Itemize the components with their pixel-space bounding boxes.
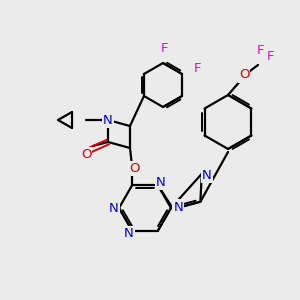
Text: F: F [161, 43, 169, 56]
Text: N: N [202, 169, 212, 182]
Text: N: N [124, 227, 134, 240]
Text: F: F [257, 44, 265, 56]
Text: F: F [193, 62, 201, 76]
Text: N: N [109, 202, 119, 214]
Text: O: O [129, 162, 139, 175]
Text: N: N [103, 113, 113, 127]
Text: N: N [173, 200, 183, 214]
Text: O: O [81, 148, 91, 161]
Text: F: F [266, 50, 274, 64]
Text: N: N [156, 176, 166, 189]
Text: O: O [239, 68, 249, 82]
